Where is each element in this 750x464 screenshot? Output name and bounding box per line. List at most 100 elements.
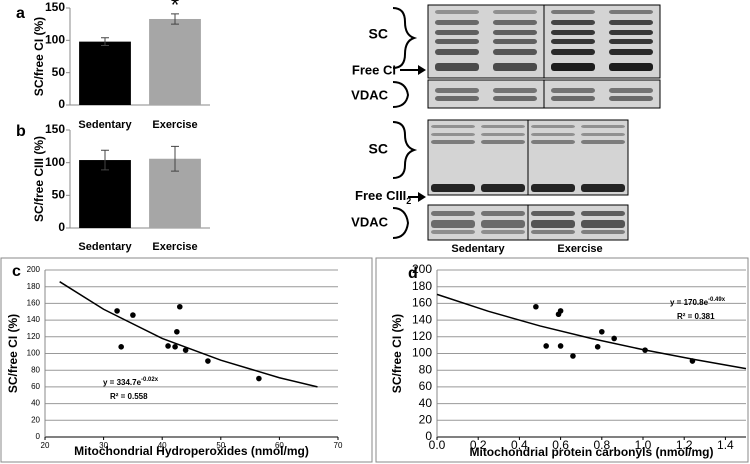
y-axis-title: SC/free CI (%)	[390, 314, 404, 393]
blot-band	[431, 230, 475, 234]
point	[114, 308, 120, 314]
blot-band	[493, 39, 537, 44]
point	[165, 343, 171, 349]
x-tick-label: 0.2	[470, 438, 487, 452]
blot-band	[581, 211, 625, 216]
r-squared: R² = 0.558	[110, 392, 148, 401]
blot-band	[435, 88, 479, 93]
blot-band	[493, 88, 537, 93]
bar	[79, 41, 131, 105]
equation-text: y = 170.8e	[670, 298, 709, 307]
blot-band	[481, 184, 525, 192]
y-axis-title: SC/free CI (%)	[6, 314, 20, 393]
y-tick-label: 120	[412, 329, 432, 343]
point	[557, 308, 564, 314]
equation-exponent: -0.02x	[141, 377, 159, 383]
blot-label-main: Free CIII	[355, 188, 406, 203]
y-tick-label: 0	[58, 220, 65, 234]
blot-band	[435, 20, 479, 25]
blot-band	[609, 49, 653, 55]
x-tick-label: 0.0	[429, 438, 446, 452]
panel-label: a	[16, 5, 25, 22]
blot-band	[481, 140, 525, 144]
blot-band	[531, 133, 575, 136]
y-tick-label: 80	[419, 362, 433, 376]
blot-band	[493, 96, 537, 101]
blot-band	[609, 39, 653, 44]
y-tick-label: 120	[27, 332, 41, 341]
r-squared: R² = 0.381	[677, 312, 715, 321]
y-tick-label: 40	[419, 396, 433, 410]
blot-band	[531, 184, 575, 192]
panel-label: d	[408, 265, 418, 282]
blot-label: Free CI	[352, 62, 396, 77]
blot-band	[481, 211, 525, 216]
y-tick-label: 60	[419, 379, 433, 393]
blot-band	[431, 133, 475, 136]
x-tick-label: 50	[216, 441, 225, 450]
blot-band	[551, 20, 595, 25]
equation-text: y = 334.7e	[103, 378, 142, 387]
error-bar	[101, 37, 109, 47]
blot-band	[481, 125, 525, 128]
point	[611, 335, 617, 342]
blot-label: VDAC	[351, 214, 388, 229]
blot-band	[435, 10, 479, 14]
blot-label: SC	[369, 26, 388, 42]
x-tick-label: 40	[158, 441, 167, 450]
blot-band	[551, 30, 595, 35]
point	[543, 343, 549, 349]
blot-band	[551, 39, 595, 44]
blot-band	[493, 20, 537, 25]
y-tick-label: 100	[45, 33, 65, 47]
y-tick-label: 100	[27, 349, 41, 358]
point	[174, 328, 180, 335]
panel-c-frame	[0, 257, 373, 463]
x-tick-label: 1.4	[717, 438, 734, 452]
blot-band	[531, 211, 575, 216]
x-tick-label: Exercise	[152, 119, 197, 131]
error-bar	[101, 149, 109, 171]
blot-band	[581, 140, 625, 144]
point	[176, 303, 183, 310]
x-axis-title: Mitochondrial protein carbonyls (nmol/mg…	[469, 445, 713, 459]
y-tick-label: 100	[45, 155, 65, 169]
blot-label: SC	[369, 141, 388, 157]
blot-band	[609, 88, 653, 93]
blot-band	[493, 63, 537, 71]
blot-band	[431, 184, 475, 192]
blot-band	[581, 230, 625, 234]
error-bar	[171, 145, 179, 172]
panel-label: c	[12, 263, 21, 280]
trendline	[59, 281, 318, 388]
blot-band	[493, 30, 537, 35]
point	[256, 375, 262, 382]
equation: y = 334.7e-0.02x	[103, 377, 159, 388]
y-tick-label: 0	[36, 432, 41, 441]
y-tick-label: 180	[27, 282, 41, 291]
x-tick-label: 1.2	[676, 438, 693, 452]
y-tick-label: 160	[27, 299, 41, 308]
x-axis-title: Mitochondrial Hydroperoxides (nmol/mg)	[74, 444, 309, 458]
brace	[392, 7, 418, 69]
y-axis-title: SC/free CI (%)	[32, 17, 46, 96]
point	[599, 328, 605, 335]
blot-band	[435, 30, 479, 35]
point	[594, 344, 601, 350]
point	[118, 344, 124, 350]
x-tick-label: 0.6	[552, 438, 569, 452]
blot-band	[609, 10, 653, 14]
blots: SC Free CI VDAC SC Free CIII2 VDAC Seden…	[351, 4, 661, 255]
y-tick-label: 40	[31, 399, 40, 408]
significance-mark: *	[171, 0, 180, 18]
blot-band	[609, 30, 653, 35]
y-tick-label: 50	[52, 188, 66, 202]
y-tick-label: 140	[412, 312, 432, 326]
blot-band	[581, 220, 625, 228]
y-axis-title: SC/free CIII (%)	[32, 136, 46, 222]
y-tick-label: 200	[27, 265, 41, 274]
y-tick-label: 180	[412, 279, 432, 293]
blot-band	[431, 211, 475, 216]
x-tick-label: Sedentary	[78, 119, 132, 131]
